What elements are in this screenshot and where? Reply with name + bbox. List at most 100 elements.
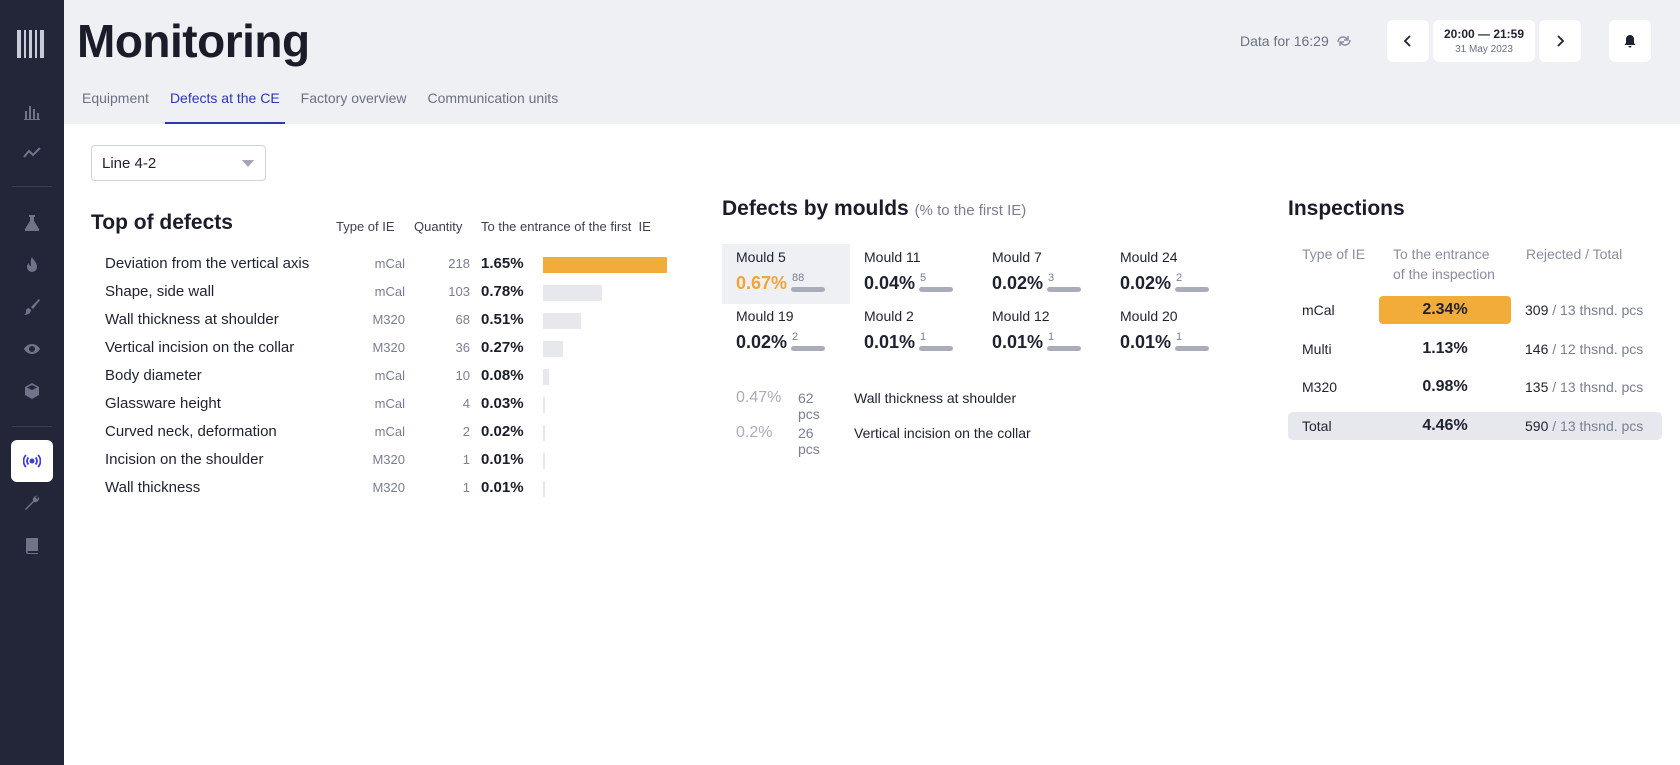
- mould-card[interactable]: Mould 20 0.01% 1: [1106, 303, 1234, 363]
- mould-count: 2: [792, 331, 799, 343]
- ins-col-entrance: To the entrance of the inspection: [1393, 244, 1495, 284]
- chart-bar-icon[interactable]: [18, 98, 46, 126]
- defect-row[interactable]: Body diameter mCal 10 0.08%: [105, 367, 671, 387]
- defect-percent: 0.51%: [481, 311, 524, 328]
- mould-name: Mould 7: [992, 249, 1042, 265]
- defect-type: M320: [372, 340, 405, 355]
- eye-icon[interactable]: [18, 335, 46, 363]
- ins-col-type: Type of IE: [1302, 246, 1366, 262]
- defect-bar: [543, 313, 581, 329]
- tab-communication-units[interactable]: Communication units: [427, 90, 559, 106]
- defect-bar-track: [543, 341, 667, 357]
- defect-row[interactable]: Curved neck, deformation mCal 2 0.02%: [105, 423, 671, 443]
- mould-card[interactable]: Mould 11 0.04% 5: [850, 244, 978, 304]
- defect-bar-track: [543, 369, 667, 385]
- defect-percent: 0.03%: [481, 395, 524, 412]
- inspection-type: Multi: [1302, 340, 1332, 357]
- detail-pcs: 62 pcs: [798, 390, 820, 422]
- inspection-row[interactable]: Multi 1.13% 146 / 12 thsnd. pcs: [1288, 335, 1662, 363]
- inspection-percent: 1.13%: [1422, 339, 1468, 357]
- mould-count: 88: [792, 272, 805, 284]
- prev-period-button[interactable]: [1387, 20, 1429, 62]
- detail-pct: 0.47%: [736, 389, 782, 406]
- mould-name: Mould 12: [992, 308, 1050, 324]
- time-range: 20:00 — 21:59: [1443, 27, 1525, 41]
- defect-row[interactable]: Vertical incision on the collar M320 36 0.2…: [105, 339, 671, 359]
- mould-card[interactable]: Mould 24 0.02% 2: [1106, 244, 1234, 304]
- defect-bar: [543, 397, 545, 413]
- defect-row[interactable]: Deviation from the vertical axis mCal 218 1…: [105, 255, 671, 275]
- data-timestamp: Data for 16:29: [1240, 33, 1353, 49]
- inspection-total-row[interactable]: Total 4.46% 590 / 13 thsnd. pcs: [1288, 411, 1662, 440]
- defect-bar: [543, 285, 602, 301]
- mould-card[interactable]: Mould 19 0.02% 2: [722, 303, 850, 363]
- defect-name: Curved neck, deformation: [105, 423, 277, 440]
- defect-quantity: 1: [462, 452, 470, 467]
- defect-row[interactable]: Shape, side wall mCal 103 0.78%: [105, 283, 671, 303]
- inspection-total: / 12 thsnd. pcs: [1548, 340, 1644, 357]
- defect-name: Deviation from the vertical axis: [105, 255, 310, 272]
- defect-type: M320: [372, 452, 405, 467]
- header: Monitoring Equipment Defects at the CE F…: [64, 0, 1680, 124]
- defect-bar: [543, 481, 545, 497]
- book-icon[interactable]: [18, 531, 46, 559]
- mould-name: Mould 24: [1120, 249, 1178, 265]
- time-range-selector[interactable]: 20:00 — 21:59 31 May 2023: [1433, 20, 1535, 62]
- detail-name: Vertical incision on the collar: [854, 425, 1031, 441]
- defect-quantity: 103: [448, 284, 470, 299]
- defect-name: Body diameter: [105, 367, 202, 384]
- detail-pct: 0.2%: [736, 424, 773, 441]
- mould-count: 2: [1176, 272, 1183, 284]
- defect-quantity: 68: [455, 312, 470, 327]
- wrench-icon[interactable]: [18, 489, 46, 517]
- box-icon[interactable]: [18, 377, 46, 405]
- line-select[interactable]: Line 4-2: [91, 145, 266, 181]
- chevron-left-icon: [1403, 35, 1411, 47]
- defect-quantity: 10: [455, 368, 470, 383]
- inspection-total: / 13 thsnd. pcs: [1548, 379, 1644, 395]
- inspection-rejected-total: 590 / 13 thsnd. pcs: [1525, 418, 1643, 434]
- ins-col-rejected: Rejected / Total: [1526, 246, 1623, 262]
- defect-bar: [543, 369, 549, 385]
- defect-row[interactable]: Wall thickness at shoulder M320 68 0.51%: [105, 311, 671, 331]
- mould-bar: [1047, 287, 1081, 292]
- inspection-type: M320: [1302, 379, 1338, 395]
- flask-icon[interactable]: [18, 209, 46, 237]
- mould-percent: 0.01%: [992, 332, 1044, 352]
- defect-bar: [543, 257, 667, 273]
- defect-row[interactable]: Glassware height mCal 4 0.03%: [105, 395, 671, 415]
- defect-row[interactable]: Wall thickness M320 1 0.01%: [105, 479, 671, 499]
- ins-col-entrance-line2: of the inspection: [1393, 266, 1495, 282]
- defect-percent: 0.08%: [481, 367, 524, 384]
- next-period-button[interactable]: [1539, 20, 1581, 62]
- defect-bar-track: [543, 313, 667, 329]
- refresh-icon[interactable]: [1335, 34, 1353, 48]
- inspection-rejected: 146: [1525, 340, 1549, 357]
- defect-bar-track: [543, 481, 667, 497]
- inspections-title: Inspections: [1288, 197, 1405, 220]
- mould-percent: 0.02%: [736, 332, 788, 352]
- tab-equipment[interactable]: Equipment: [82, 90, 149, 106]
- mould-card[interactable]: Mould 2 0.01% 1: [850, 303, 978, 363]
- defect-percent: 0.01%: [481, 479, 524, 496]
- tab-defects-at-ce[interactable]: Defects at the CE: [164, 80, 285, 124]
- inspection-row[interactable]: M320 0.98% 135 / 13 thsnd. pcs: [1288, 373, 1662, 401]
- defect-type: mCal: [374, 256, 405, 271]
- mould-card[interactable]: Mould 12 0.01% 1: [978, 303, 1106, 363]
- flame-icon[interactable]: [18, 251, 46, 279]
- broadcast-icon[interactable]: [11, 440, 53, 482]
- moulds-subtitle: (% to the first IE): [914, 202, 1027, 219]
- notifications-button[interactable]: [1609, 20, 1651, 62]
- mould-bar: [919, 287, 953, 292]
- mould-card[interactable]: Mould 5 0.67% 88: [722, 244, 850, 304]
- line-chart-icon[interactable]: [18, 139, 46, 167]
- mould-card[interactable]: Mould 7 0.02% 3: [978, 244, 1106, 304]
- logo-icon[interactable]: [17, 30, 47, 58]
- mould-count: 5: [920, 272, 927, 284]
- tab-factory-overview[interactable]: Factory overview: [300, 90, 407, 106]
- defect-row[interactable]: Incision on the shoulder M320 1 0.01%: [105, 451, 671, 471]
- inspection-row[interactable]: mCal 2.34% 309 / 13 thsnd. pcs: [1288, 296, 1662, 324]
- inspection-percent: 4.46%: [1422, 416, 1468, 434]
- mould-bar: [919, 346, 953, 351]
- brush-icon[interactable]: [18, 293, 46, 321]
